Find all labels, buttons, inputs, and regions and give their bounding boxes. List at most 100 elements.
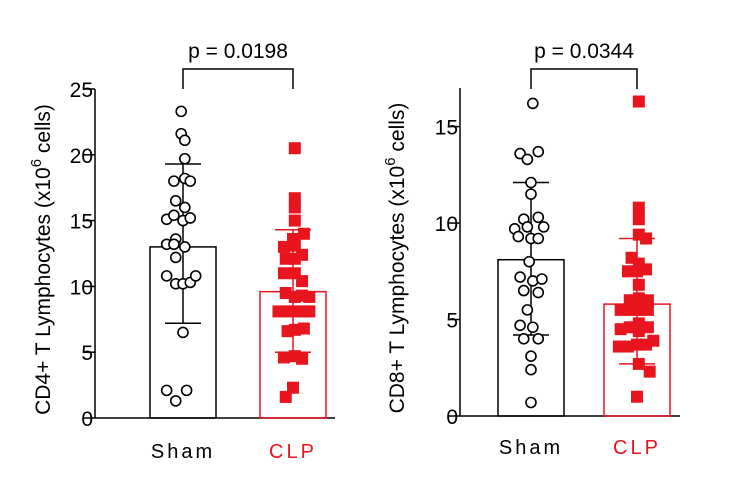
cd8-point-sham [525, 176, 537, 189]
cd8-point-clp [632, 201, 645, 214]
cd4-y-tick-label: 20 [70, 145, 93, 168]
cd4-point-sham [177, 326, 189, 339]
cd4-y-tick-label: 0 [81, 408, 93, 431]
cd4-point-sham [179, 152, 191, 165]
cd8-point-clp [641, 294, 654, 307]
cd8-point-clp [632, 95, 645, 108]
cd4-point-clp [288, 214, 301, 227]
cd4-point-clp [288, 323, 301, 336]
cd4-point-clp [288, 142, 301, 155]
cd4-point-clp [297, 322, 310, 335]
cd8-point-clp [632, 303, 645, 316]
cd4-point-sham [184, 212, 197, 224]
cd4-y-tick-label: 25 [70, 79, 93, 102]
cd8-point-clp [614, 303, 627, 316]
cd4-p-value: p = 0.0198 [188, 40, 288, 63]
cd8-y-tick-label: 15 [435, 117, 458, 140]
cd4-point-sham [168, 175, 180, 187]
cd4-point-clp [277, 351, 290, 364]
cd4-point-clp [288, 305, 301, 318]
cd8-y-label-sup: 6 [382, 157, 399, 165]
cd8-point-clp [621, 340, 634, 353]
cd8-point-clp [632, 325, 645, 338]
cd4-point-sham [160, 384, 173, 397]
cd4-point-sham [184, 175, 197, 187]
cd8-point-sham [532, 333, 545, 345]
cd8-point-sham [521, 304, 534, 316]
cd4-y-label-sup: 6 [28, 159, 45, 167]
cd4-point-sham [179, 201, 191, 214]
cd8-point-sham [532, 211, 545, 224]
cd8-point-sham [537, 221, 550, 233]
cd4-point-sham [160, 270, 173, 282]
cd8-point-sham [512, 230, 525, 243]
cd8-y-label-main: CD8+ T Lymphocytes (x10 [386, 166, 409, 414]
cd8-point-sham [517, 333, 530, 345]
cd4-point-sham [180, 384, 193, 397]
cd4-point-sham [168, 209, 180, 222]
cd8-y-label: CD8+ T Lymphocytes (x106 cells) [382, 103, 409, 414]
cd8-point-sham [525, 363, 537, 376]
cd4-point-sham [168, 238, 180, 251]
cd8-point-clp [614, 323, 627, 336]
cd4-point-clp [296, 248, 309, 261]
cd4-point-clp [303, 290, 316, 303]
cd8-category-label-sham: Sham [499, 437, 563, 459]
cd4-point-sham [169, 251, 182, 264]
cd4-y-tick-label: 10 [70, 276, 93, 299]
cd8-point-sham [532, 232, 545, 245]
cd8-chart: 0 5 10 15 CD8+ T Lymphocytes (x106 cells) Sha… [382, 40, 680, 459]
cd8-point-clp [631, 338, 643, 351]
cd8-point-clp [641, 303, 654, 316]
cd4-point-sham [179, 134, 191, 147]
cd4-category-label-clp: CLP [269, 441, 317, 463]
cd4-point-clp [288, 192, 301, 205]
cd8-point-sham [525, 396, 537, 409]
cd4-point-sham [175, 105, 187, 118]
cd8-point-sham [525, 188, 537, 200]
cd4-chart: 0 5 10 15 20 25 CD4+ T Lymphocytes (x106 cells… [28, 40, 335, 463]
cd8-point-clp [621, 265, 634, 278]
cd4-point-sham [169, 395, 182, 407]
cd8-point-sham [525, 350, 537, 362]
cd8-point-sham [521, 153, 534, 166]
cd8-y-label-tail: cells) [386, 103, 409, 158]
cd8-y-tick-label: 5 [446, 310, 458, 333]
cd4-point-clp [297, 227, 310, 240]
cd8-significance-bracket [530, 68, 638, 89]
cd8-point-clp [623, 294, 636, 307]
cd8-point-clp [623, 321, 636, 334]
cd4-point-clp [277, 240, 290, 253]
cd8-y-tick-label: 0 [446, 406, 458, 429]
cd4-y-tick-label: 15 [70, 211, 93, 234]
cd4-point-clp [279, 252, 292, 265]
cd8-point-clp [641, 321, 654, 334]
cd4-point-clp [279, 286, 292, 299]
cd4-point-clp [288, 201, 301, 214]
cd8-y-tick-label: 10 [435, 213, 458, 236]
cd8-point-sham [527, 97, 539, 110]
cd8-point-clp [640, 263, 653, 276]
cd4-point-clp [303, 305, 316, 318]
cd4-point-clp [296, 275, 309, 288]
cd8-p-value: p = 0.0344 [534, 40, 634, 63]
cd4-category-label-sham: Sham [151, 441, 215, 463]
cd8-category-label-clp: CLP [613, 437, 661, 459]
cd8-point-clp [640, 232, 653, 245]
cd4-point-clp [296, 352, 309, 365]
cd4-point-clp [287, 381, 299, 394]
cd8-point-clp [647, 334, 660, 347]
cd4-point-clp [277, 267, 290, 280]
cd8-point-sham [532, 286, 545, 299]
cd8-point-clp [632, 213, 645, 226]
cd8-point-clp [623, 303, 636, 316]
cd8-point-sham [517, 284, 530, 297]
cd8-point-sham [514, 271, 526, 283]
cd4-point-sham [179, 241, 191, 253]
cd4-point-clp [279, 390, 292, 403]
cd4-point-sham [189, 270, 202, 282]
cd4-significance-bracket [182, 68, 294, 89]
cd4-point-clp [288, 239, 301, 252]
cd4-y-label-main: CD4+ T Lymphocytes (x10 [32, 167, 55, 415]
